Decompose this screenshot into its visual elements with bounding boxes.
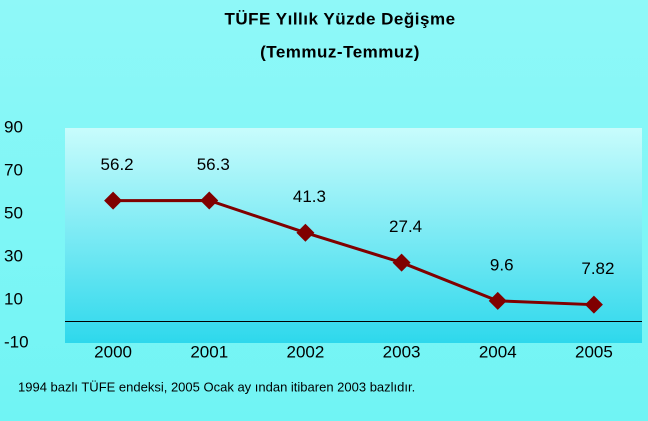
line [113,198,594,307]
marker [200,191,219,210]
data-label: 9.6 [490,255,514,274]
y-tick-label: 30 [4,246,23,265]
x-tick-label: 2000 [94,342,132,361]
data-label: 56.3 [197,155,230,174]
x-tick-label: 2003 [383,342,421,361]
marker [392,253,411,272]
x-tick-label: 2002 [287,342,325,361]
y-tick-label: 70 [4,160,23,179]
x-tick-label: 2005 [575,342,613,361]
data-label: 27.4 [389,217,422,236]
data-label: 56.2 [101,155,134,174]
data-label: 7.82 [581,259,614,278]
chart-title: TÜFE Yıllık Yüzde Değişme [224,9,455,28]
footnote: 1994 bazlı TÜFE endeksi, 2005 Ocak ay ın… [18,379,415,394]
plot-area [65,128,642,343]
x-tick-label: 2001 [190,342,228,361]
y-tick-label: 90 [4,117,23,136]
y-tick-label: 10 [4,289,23,308]
y-tick-label: -10 [4,332,29,351]
marker [488,291,507,310]
data-label: 41.3 [293,187,326,206]
marker [104,191,123,210]
marker [296,223,315,242]
chart-subtitle: (Temmuz-Temmuz) [260,42,420,61]
y-tick-label: 50 [4,203,23,222]
marker [584,295,603,314]
x-tick-label: 2004 [479,342,517,361]
